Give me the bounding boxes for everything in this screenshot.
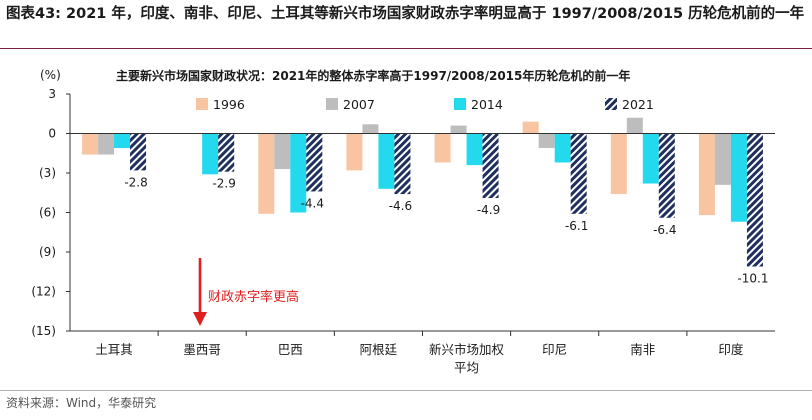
bar-1996-0: [82, 133, 99, 155]
y-axis: 3 0 (3) (6) (9) (12) (15): [31, 87, 71, 338]
data-label-2021: -4.6: [389, 199, 412, 213]
x-tick-label: 南非: [630, 342, 655, 357]
bar-2021-1: [218, 133, 235, 172]
legend-swatch-2007: [326, 98, 338, 110]
legend-swatch-2021: [605, 98, 617, 110]
x-tick-label: 巴西: [278, 342, 303, 357]
legend-label-2014: 2014: [471, 97, 503, 112]
bar-2021-4: [482, 133, 499, 199]
legend-swatch-1996: [196, 98, 208, 110]
data-label-2021: -6.1: [565, 219, 588, 233]
bar-2007-0: [98, 133, 115, 155]
legend: 1996 2007 2014 2021: [196, 97, 654, 112]
bar-2007-5: [538, 133, 555, 148]
bar-1996-3: [346, 133, 363, 171]
bar-2014-4: [466, 133, 483, 166]
legend-swatch-2014: [454, 98, 466, 110]
bar-2007-2: [274, 133, 291, 170]
x-tick-label: 阿根廷: [360, 342, 398, 357]
bar-2014-5: [554, 133, 571, 163]
x-tick-label: 新兴市场加权: [429, 342, 505, 357]
bar-2014-2: [290, 133, 307, 213]
x-tick-label: 平均: [454, 360, 479, 375]
bar-2021-0: [130, 133, 147, 171]
bar-1996-7: [698, 133, 715, 216]
annotation-group: 财政赤字率更高: [193, 258, 299, 326]
annotation-arrow-head: [193, 312, 207, 326]
data-label-2021: -10.1: [737, 271, 768, 285]
data-labels-group: -2.8 -2.9 -4.4 -4.6 -4.9 -6.1 -6.4 -10.1: [124, 175, 768, 285]
bar-1996-2: [258, 133, 275, 214]
annotation-text: 财政赤字率更高: [208, 289, 299, 305]
y-tick-label: 3: [48, 87, 56, 101]
legend-label-1996: 1996: [213, 97, 245, 112]
bar-2014-3: [378, 133, 395, 189]
bars-group: [82, 117, 763, 267]
bottom-rule: [0, 390, 812, 391]
x-tick-label: 土耳其: [95, 342, 133, 357]
bar-2021-7: [746, 133, 763, 267]
bar-2014-1: [202, 133, 219, 175]
data-label-2021: -4.9: [477, 203, 500, 217]
figure-title: 图表43: 2021 年，印度、南非、印尼、土耳其等新兴市场国家财政赤字率明显高…: [6, 6, 805, 22]
bar-2021-5: [570, 133, 587, 214]
bar-2021-2: [306, 133, 323, 192]
chart-title: 主要新兴市场国家财政状况：2021年的整体赤字率高于1997/2008/2015…: [116, 68, 630, 83]
data-label-2021: -2.9: [212, 177, 235, 191]
y-tick-label: 0: [48, 127, 56, 141]
bar-1996-4: [434, 133, 451, 163]
legend-label-2021: 2021: [622, 97, 654, 112]
bar-chart: 主要新兴市场国家财政状况：2021年的整体赤字率高于1997/2008/2015…: [31, 68, 775, 375]
legend-label-2007: 2007: [343, 97, 375, 112]
data-label-2021: -4.4: [301, 196, 324, 210]
x-tick-label: 印度: [718, 342, 744, 357]
x-tick-label: 印尼: [542, 342, 567, 357]
bar-2021-3: [394, 133, 411, 195]
bar-2007-3: [362, 124, 379, 134]
bar-2021-6: [658, 133, 675, 218]
y-tick-label: (12): [31, 285, 56, 299]
title-rule: [0, 48, 812, 49]
data-label-2021: -6.4: [653, 223, 676, 237]
y-tick-label: (9): [39, 245, 56, 259]
bar-2007-4: [450, 125, 467, 134]
data-label-2021: -2.8: [124, 175, 147, 189]
y-tick-label: (3): [39, 166, 56, 180]
bar-2014-7: [730, 133, 747, 222]
bar-2007-6: [626, 117, 643, 134]
bar-1996-6: [610, 133, 627, 195]
bar-2007-7: [714, 133, 731, 185]
bar-2014-0: [114, 133, 131, 148]
bar-1996-5: [522, 121, 539, 134]
x-tick-label: 墨西哥: [183, 342, 221, 357]
y-axis-unit-label: (%): [40, 68, 61, 82]
y-tick-label: (15): [31, 324, 56, 338]
y-tick-label: (6): [39, 206, 56, 220]
bar-2014-6: [642, 133, 659, 184]
source-note: 资料来源：Wind，华泰研究: [6, 396, 157, 410]
